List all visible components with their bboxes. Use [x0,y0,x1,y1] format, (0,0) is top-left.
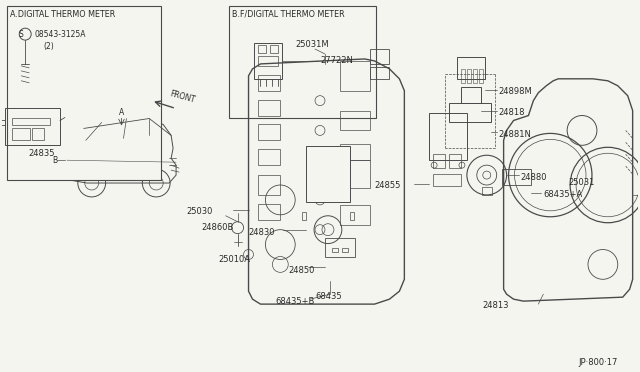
Text: 08543-3125A: 08543-3125A [34,30,86,39]
FancyBboxPatch shape [457,57,484,79]
Text: 24855: 24855 [374,182,401,190]
Text: A.DIGITAL THERMO METER: A.DIGITAL THERMO METER [10,10,116,19]
Text: 24818: 24818 [499,108,525,117]
Text: JP·800·17: JP·800·17 [579,358,618,367]
Text: (2): (2) [43,42,54,51]
Text: 24860B: 24860B [201,223,233,232]
FancyBboxPatch shape [7,6,161,180]
Text: B: B [52,156,57,165]
Text: 25031: 25031 [568,177,595,186]
Text: 24813: 24813 [483,301,509,310]
Text: 24881N: 24881N [499,130,532,139]
Text: S: S [19,30,24,39]
Text: 27722N: 27722N [320,57,353,65]
Text: 25010A: 25010A [219,255,251,264]
FancyBboxPatch shape [228,6,376,118]
FancyBboxPatch shape [306,146,350,202]
Text: 25031M: 25031M [295,39,329,49]
Text: 68435: 68435 [315,292,342,301]
Text: 24880: 24880 [520,173,547,182]
Text: 68435+B: 68435+B [275,296,315,306]
Text: 24835: 24835 [29,149,55,158]
Text: A: A [118,108,124,117]
Text: 24850: 24850 [288,266,315,275]
Text: B.F/DIGITAL THERMO METER: B.F/DIGITAL THERMO METER [232,10,344,19]
Text: 25030: 25030 [186,207,212,216]
Text: FRONT: FRONT [169,89,196,105]
Text: 24830: 24830 [248,228,275,237]
Text: 24898M: 24898M [499,87,532,96]
Text: 68435+A: 68435+A [543,190,582,199]
